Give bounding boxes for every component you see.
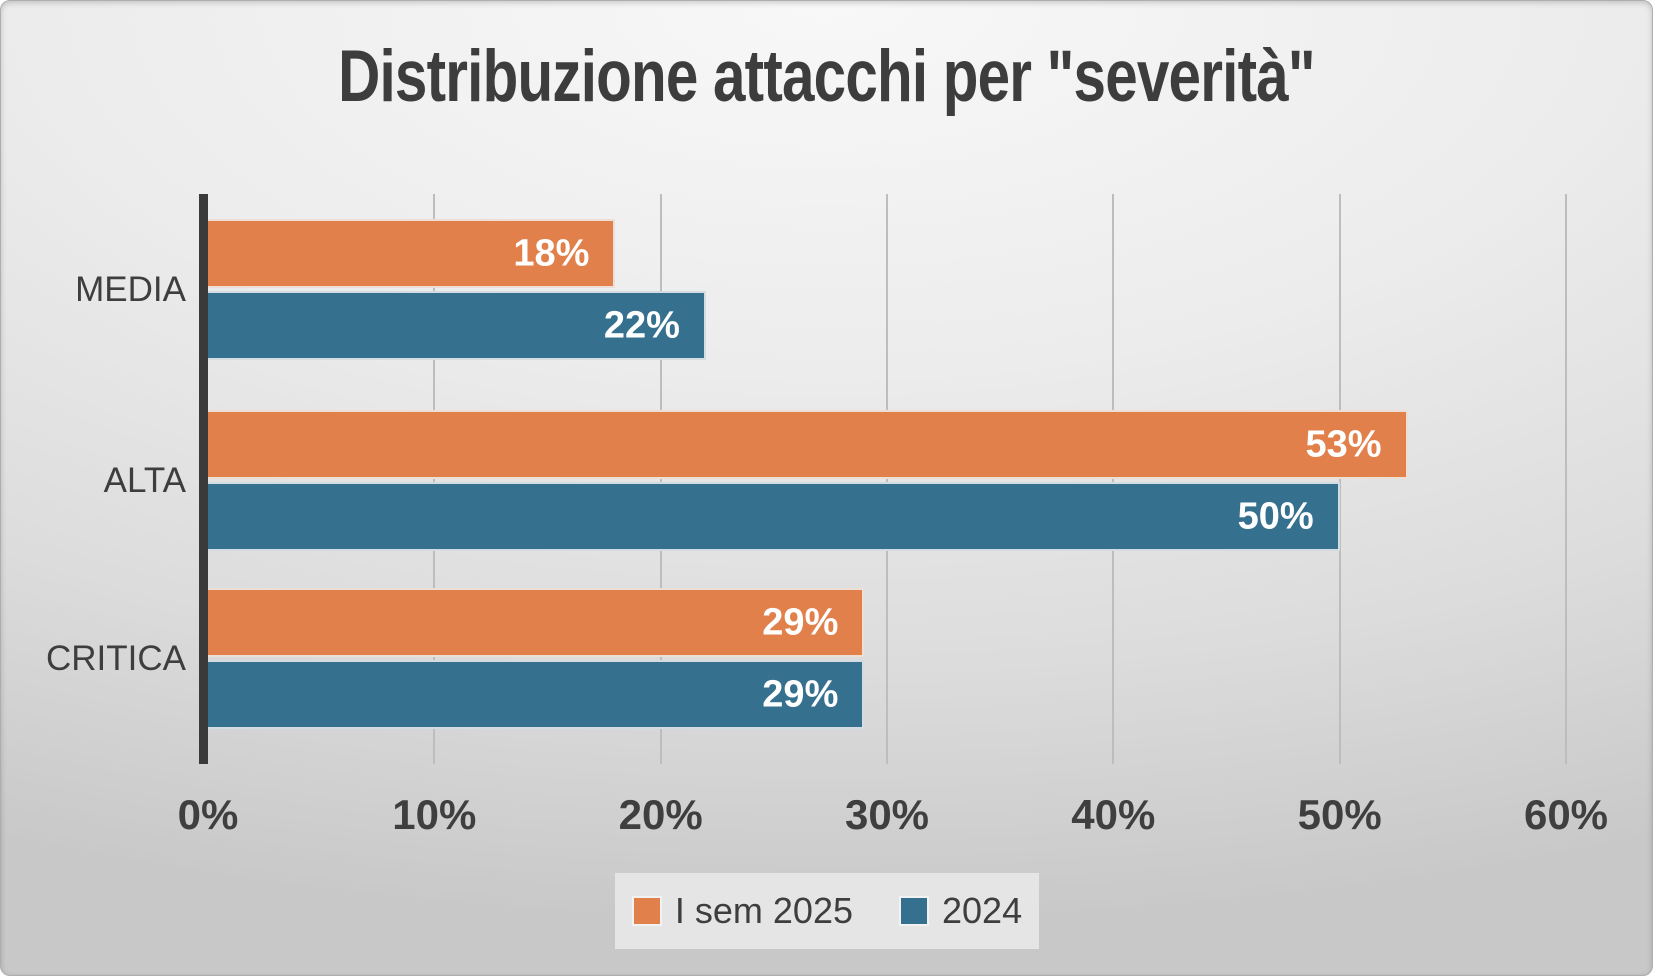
legend-label-2024: 2024 [942, 890, 1023, 931]
bar-2024-alta: 50% [208, 482, 1340, 551]
bar-data-label: 22% [603, 304, 680, 346]
chart-title: Distribuzione attacchi per "severità" [1, 35, 1652, 118]
bar-data-label: 29% [762, 601, 839, 643]
legend-item-2024: 2024 [899, 890, 1022, 932]
x-tick-label-60%: 60% [1523, 791, 1609, 838]
bar-i-sem-2025-critica: 29% [208, 588, 865, 657]
legend-swatch-2024 [899, 896, 929, 926]
bar-i-sem-2025-alta: 53% [208, 410, 1408, 479]
bar-i-sem-2025-media: 18% [208, 219, 616, 288]
bar-data-label: 18% [513, 232, 590, 274]
bar-data-label: 50% [1237, 495, 1314, 537]
x-tick-label-20%: 20% [618, 791, 703, 838]
x-tick-label-40%: 40% [1071, 791, 1156, 838]
legend-swatch-i-sem-2025 [631, 896, 662, 926]
gridline-10% [433, 194, 436, 764]
x-tick-label-0%: 0% [177, 791, 239, 838]
gridline-30% [886, 194, 888, 764]
bar-data-label: 53% [1305, 423, 1382, 465]
legend-item-i-sem-2025: I sem 2025 [631, 890, 853, 932]
gridline-20% [659, 194, 662, 764]
bar-2024-media: 22% [208, 291, 706, 360]
x-tick-label-30%: 30% [844, 791, 930, 838]
legend: I sem 2025 2024 [615, 873, 1039, 949]
gridline-60% [1565, 194, 1567, 764]
category-label-alta: ALTA [103, 460, 186, 500]
category-label-media: MEDIA [75, 269, 186, 309]
chart-title-text: Distribuzione attacchi per "severità" [338, 36, 1316, 117]
gridline-50% [1338, 194, 1341, 764]
gridline-40% [1112, 194, 1115, 764]
bar-2024-critica: 29% [208, 660, 865, 729]
category-label-critica: CRITICA [46, 638, 186, 678]
y-axis-line [199, 194, 208, 764]
legend-label-i-sem-2025: I sem 2025 [674, 890, 853, 931]
plot-area: 18% 53% 29% 22% 50% 29% [208, 194, 1567, 764]
bar-data-label: 29% [762, 673, 839, 715]
x-tick-label-50%: 50% [1297, 791, 1382, 838]
x-tick-label-10%: 10% [392, 791, 477, 838]
